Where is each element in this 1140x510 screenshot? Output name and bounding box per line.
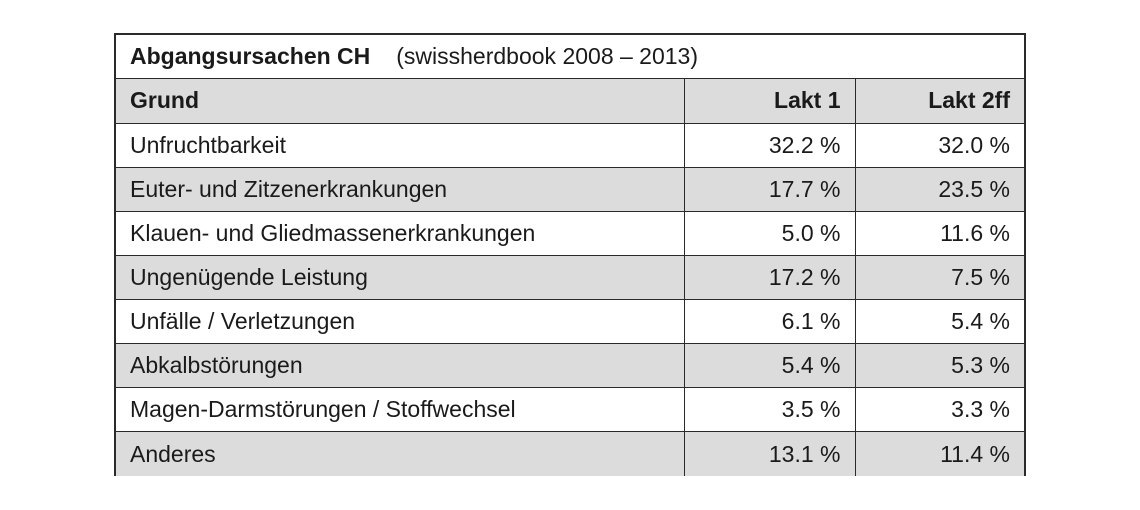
cell-lakt2ff: 32.0 % [854, 122, 1024, 168]
table-subtitle: (swissherdbook 2008 – 2013) [396, 43, 699, 69]
cell-lakt2ff: 3.3 % [854, 387, 1024, 432]
cell-lakt2ff: 23.5 % [854, 166, 1024, 212]
table-body: Grund Lakt 1 Lakt 2ff Unfruchtbarkeit 32… [116, 79, 1024, 476]
cell-lakt2ff: 7.5 % [854, 254, 1024, 300]
cell-lakt1: 32.2 % [683, 122, 855, 168]
column-header-lakt1: Lakt 1 [683, 79, 855, 124]
table-row: Ungenügende Leistung 17.2 % 7.5 % [116, 254, 1024, 300]
table-row: Unfruchtbarkeit 32.2 % 32.0 % [116, 122, 1024, 168]
cell-lakt1: 13.1 % [683, 431, 855, 476]
cell-grund: Unfälle / Verletzungen [116, 298, 684, 344]
table-caption: Abgangsursachen CH (swissherdbook 2008 –… [116, 35, 1024, 79]
cell-grund: Euter- und Zitzenerkrankungen [116, 166, 684, 212]
cell-grund: Abkalbstörungen [116, 343, 684, 388]
cell-lakt1: 17.7 % [683, 166, 855, 212]
table-row: Magen-Darmstörungen / Stoffwechsel 3.5 %… [116, 387, 1024, 432]
table-row: Anderes 13.1 % 11.4 % [116, 431, 1024, 476]
table-row: Unfälle / Verletzungen 6.1 % 5.4 % [116, 298, 1024, 344]
cell-lakt1: 3.5 % [683, 387, 855, 432]
cell-lakt2ff: 11.4 % [854, 431, 1024, 476]
cell-grund: Anderes [116, 431, 684, 476]
cell-grund: Klauen- und Gliedmassenerkrankungen [116, 210, 684, 256]
column-header-lakt2ff: Lakt 2ff [854, 79, 1024, 124]
cell-lakt1: 5.4 % [683, 343, 855, 388]
column-header-grund: Grund [130, 87, 199, 114]
cell-lakt2ff: 11.6 % [854, 210, 1024, 256]
cell-lakt1: 5.0 % [683, 210, 855, 256]
cell-lakt2ff: 5.3 % [854, 343, 1024, 388]
cell-lakt2ff: 5.4 % [854, 298, 1024, 344]
header-row: Grund Lakt 1 Lakt 2ff [116, 79, 1024, 124]
table-row: Klauen- und Gliedmassenerkrankungen 5.0 … [116, 210, 1024, 256]
cell-lakt1: 17.2 % [683, 254, 855, 300]
cell-grund: Unfruchtbarkeit [116, 122, 684, 168]
table-row: Abkalbstörungen 5.4 % 5.3 % [116, 343, 1024, 388]
cell-lakt1: 6.1 % [683, 298, 855, 344]
table-title: Abgangsursachen CH [130, 43, 371, 69]
data-table: Abgangsursachen CH (swissherdbook 2008 –… [114, 33, 1026, 476]
table-row: Euter- und Zitzenerkrankungen 17.7 % 23.… [116, 166, 1024, 212]
cell-grund: Magen-Darmstörungen / Stoffwechsel [116, 387, 684, 432]
cell-grund: Ungenügende Leistung [116, 254, 684, 300]
